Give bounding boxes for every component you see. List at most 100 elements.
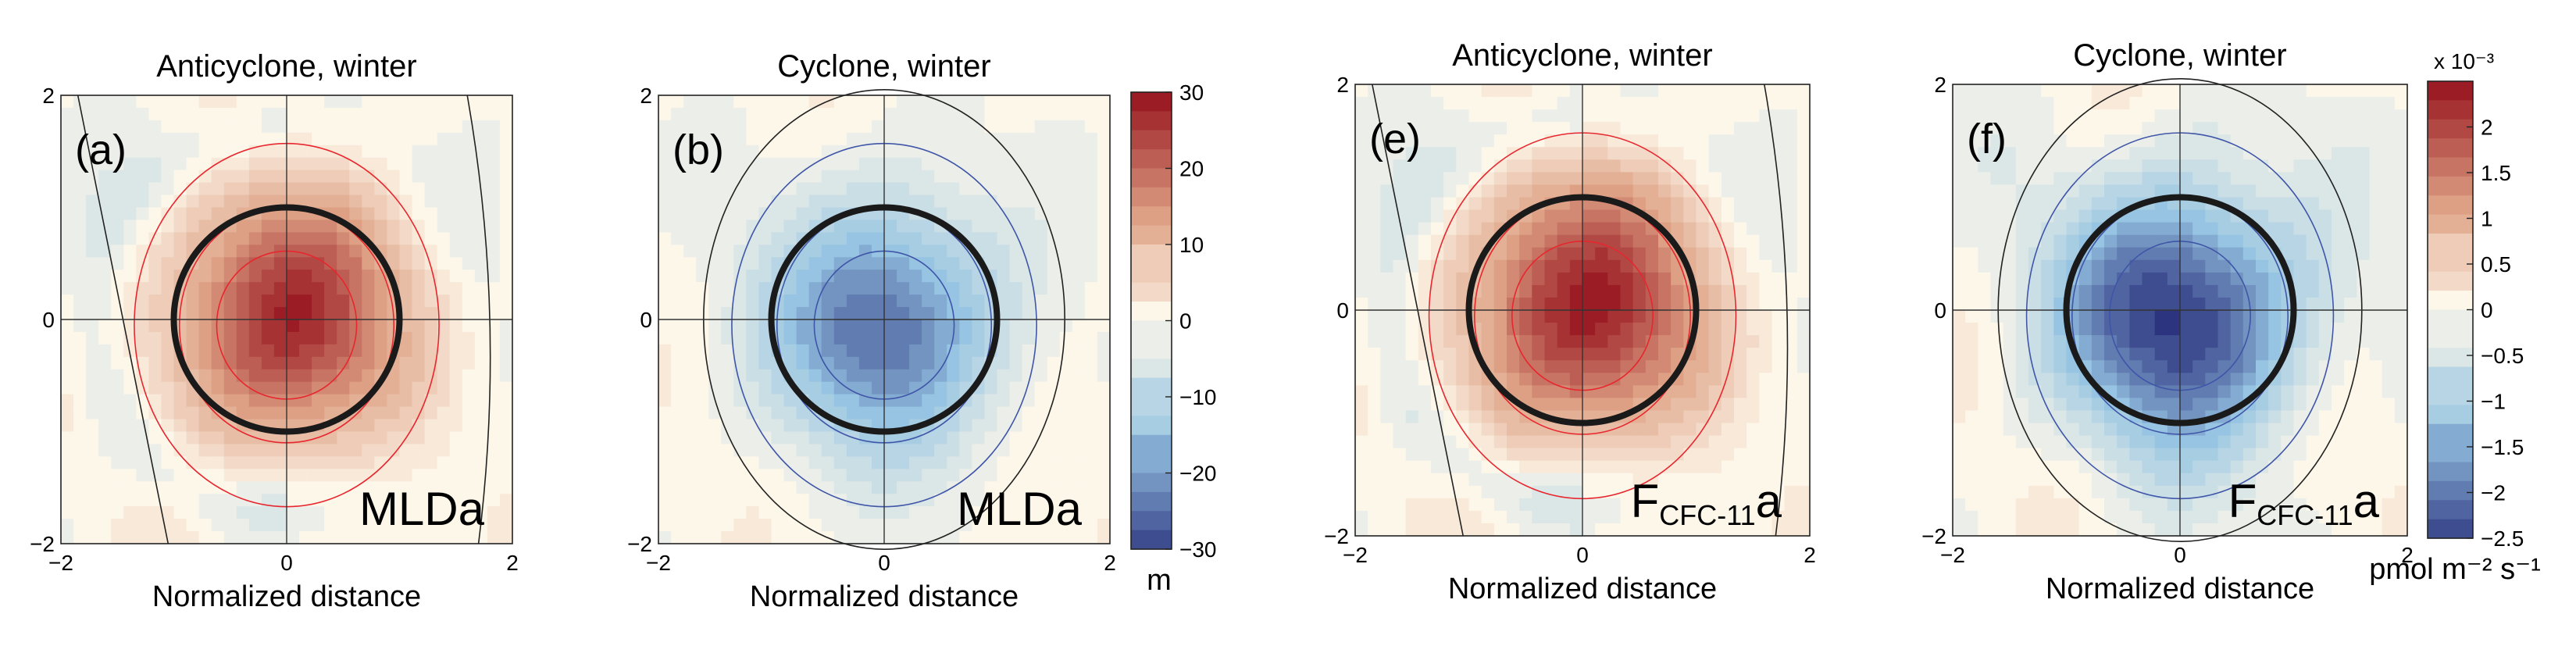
heatmap-cell [1532, 423, 1546, 437]
heatmap-cell [2142, 473, 2156, 487]
heatmap-cell [871, 170, 885, 184]
heatmap-cell [721, 120, 734, 134]
heatmap-cell [1072, 531, 1086, 544]
heatmap-cell [1431, 122, 1444, 135]
heatmap-cell [1405, 209, 1419, 223]
heatmap-cell [2293, 310, 2307, 323]
heatmap-cell [846, 182, 860, 196]
heatmap-cell [746, 269, 760, 283]
heatmap-cell [1405, 247, 1419, 261]
heatmap-cell [2117, 109, 2130, 123]
heatmap-cell [474, 120, 488, 134]
heatmap-cell [1607, 448, 1622, 462]
heatmap-cell [462, 157, 476, 171]
heatmap-cell [1796, 247, 1811, 261]
heatmap-cell [2104, 122, 2118, 135]
heatmap-cell [2180, 460, 2193, 474]
heatmap-cell [1034, 381, 1048, 395]
heatmap-cell [1721, 222, 1735, 236]
heatmap-cell [821, 269, 835, 283]
heatmap-cell [1544, 297, 1558, 311]
heatmap-cell [462, 381, 476, 395]
heatmap-cell [2066, 435, 2080, 449]
heatmap-cell [1978, 209, 1992, 223]
heatmap-cell [111, 157, 124, 171]
heatmap-cell [1507, 247, 1520, 261]
heatmap-cell [2167, 222, 2181, 236]
heatmap-cell [387, 219, 401, 233]
heatmap-cell [2192, 485, 2206, 499]
heatmap-cell [1708, 373, 1722, 386]
heatmap-cell [2205, 184, 2219, 198]
heatmap-cell [1544, 122, 1558, 135]
heatmap-cell [758, 481, 772, 494]
colorbar-tick-label: −30 [1179, 537, 1217, 562]
heatmap-cell [796, 145, 810, 159]
heatmap-cell [1620, 373, 1634, 386]
heatmap-cell [2256, 247, 2269, 261]
heatmap-cell [1953, 97, 1966, 110]
heatmap-cell [1696, 323, 1710, 336]
heatmap-cell [61, 145, 74, 159]
heatmap-cell [148, 369, 162, 383]
heatmap-cell [771, 170, 785, 184]
heatmap-cell [1569, 97, 1583, 110]
heatmap-cell [1431, 410, 1444, 424]
heatmap-cell [437, 331, 451, 345]
heatmap-cell [61, 406, 74, 420]
heatmap-cell [984, 219, 998, 233]
heatmap-cell [148, 344, 162, 358]
heatmap-cell [2167, 84, 2181, 98]
heatmap-cell [324, 120, 337, 134]
heatmap-cell [2117, 222, 2130, 236]
heatmap-cell [1658, 423, 1672, 437]
heatmap-cell [972, 95, 986, 109]
heatmap-cell [934, 356, 947, 370]
heatmap-cell [61, 394, 74, 408]
heatmap-cell [349, 506, 362, 519]
heatmap-cell [783, 519, 797, 532]
heatmap-cell [2281, 373, 2295, 386]
heatmap-cell [1405, 147, 1419, 160]
heatmap-cell [746, 219, 760, 233]
heatmap-cell [1696, 259, 1710, 273]
heatmap-cell [1355, 473, 1368, 487]
heatmap-cell [1022, 132, 1036, 146]
heatmap-cell [111, 456, 124, 469]
heatmap-cell [871, 269, 885, 283]
heatmap-cell [671, 282, 684, 295]
heatmap-cell [683, 269, 697, 283]
heatmap-cell [959, 145, 972, 159]
heatmap-cell [449, 120, 463, 134]
heatmap-cell [1047, 494, 1061, 507]
heatmap-cell [1557, 284, 1571, 298]
heatmap-cell [708, 120, 722, 134]
heatmap-cell [474, 269, 488, 283]
heatmap-cell [1582, 323, 1596, 336]
heatmap-cell [746, 195, 760, 209]
heatmap-cell [136, 481, 149, 494]
heatmap-cell [997, 195, 1011, 209]
heatmap-cell [387, 195, 401, 209]
heatmap-cell [1569, 122, 1583, 135]
heatmap-cell [1072, 506, 1086, 519]
heatmap-cell [186, 481, 200, 494]
heatmap-cell [2078, 122, 2093, 135]
heatmap-cell [1443, 373, 1457, 386]
heatmap-cell [1380, 84, 1394, 98]
heatmap-cell [1393, 134, 1407, 148]
heatmap-cell [198, 294, 212, 308]
heatmap-cell [1059, 381, 1073, 395]
heatmap-cell [671, 294, 684, 308]
heatmap-cell [161, 481, 175, 494]
heatmap-cell [462, 282, 476, 295]
heatmap-cell [1059, 157, 1073, 171]
heatmap-cell [1965, 510, 1978, 524]
heatmap-cell [123, 107, 137, 121]
heatmap-cell [2180, 398, 2193, 412]
heatmap-cell [1368, 523, 1381, 537]
heatmap-cell [487, 419, 501, 433]
heatmap-cell [858, 257, 872, 270]
heatmap-cell [1544, 234, 1558, 248]
heatmap-cell [858, 506, 872, 519]
